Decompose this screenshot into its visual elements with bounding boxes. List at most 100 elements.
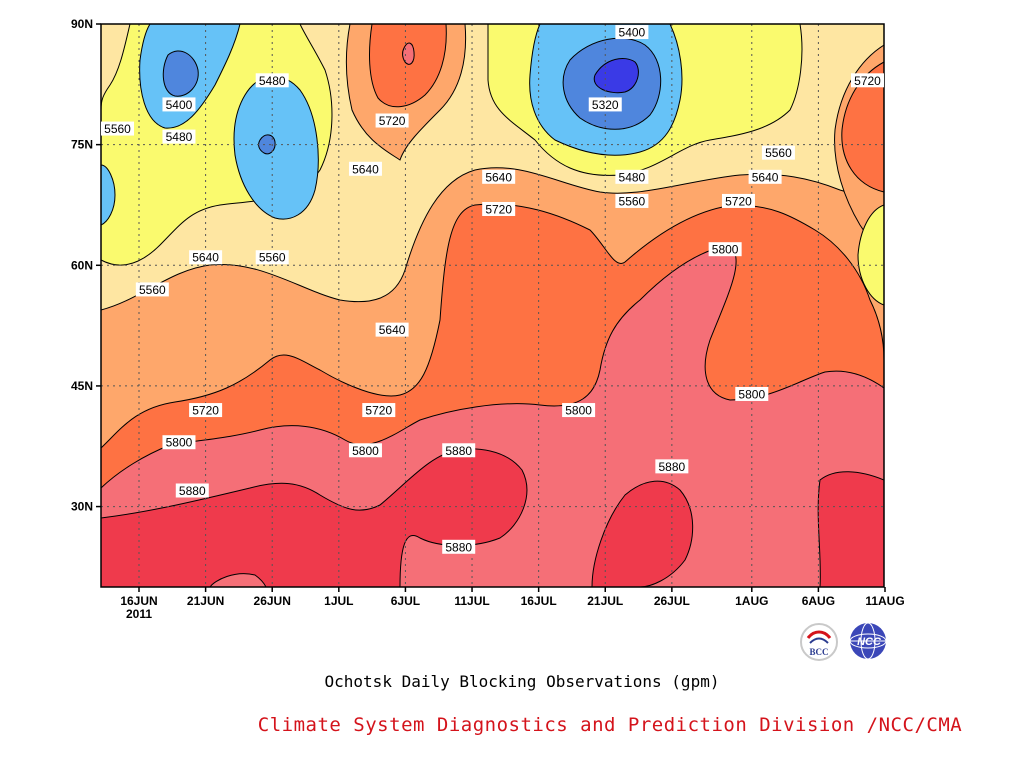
chart-title: Ochotsk Daily Blocking Observations (gpm…: [324, 672, 720, 691]
x-tick-label: 21JUL: [587, 594, 623, 608]
contour-label-text: 5640: [352, 162, 379, 176]
contour-label-bg: [189, 250, 223, 265]
contour-label-text: 5560: [619, 194, 646, 208]
x-tick-label: 6JUL: [391, 594, 420, 608]
contour-label-text: 5880: [445, 444, 472, 458]
contour-label-bg: [442, 443, 476, 458]
contour-label-text: 5560: [139, 283, 166, 297]
contour-fill: [101, 24, 884, 587]
logos: BCC NCC: [798, 622, 898, 668]
contour-label-text: 5880: [659, 460, 686, 474]
contour-label-bg: [721, 193, 755, 208]
contour-label-bg: [588, 97, 622, 112]
contour-label: 5400: [162, 97, 196, 112]
contour-label-bg: [482, 169, 516, 184]
contour-label: 5720: [851, 73, 884, 88]
contour-label: 5720: [482, 201, 516, 216]
contour-label: 5480: [255, 73, 289, 88]
contour-label-text: 5800: [166, 436, 193, 450]
x-tick-label: 26JUL: [654, 594, 690, 608]
contour-label-bg: [375, 113, 409, 128]
band-above-5880-c: [817, 471, 884, 587]
plot-frame: [100, 23, 885, 588]
contour-label-bg: [482, 201, 516, 216]
contour-label-bg: [735, 386, 769, 401]
contour-label-text: 5720: [192, 404, 219, 418]
contour-label: 5560: [135, 282, 169, 297]
contour-label: 5720: [189, 403, 223, 418]
contour-label: 5800: [562, 403, 596, 418]
contour-label-text: 5480: [259, 74, 286, 88]
x-tick-label: 26JUN: [254, 594, 291, 608]
contour-label-bg: [562, 403, 596, 418]
contour-label-bg: [348, 443, 382, 458]
x-tick-label: 1JUL: [324, 594, 353, 608]
contour-label-bg: [175, 483, 209, 498]
contour-label: 5640: [375, 322, 409, 337]
x-tick-label: 1AUG: [735, 594, 768, 608]
contour-label-bg: [189, 403, 223, 418]
contour-label-text: 5640: [192, 251, 219, 265]
chart-credit: Climate System Diagnostics and Predictio…: [257, 714, 963, 736]
svg-text:BCC: BCC: [809, 647, 828, 657]
contour-label-text: 5640: [379, 323, 406, 337]
contour-label-text: 5720: [379, 114, 406, 128]
x-tick-label: 16JUN: [120, 594, 157, 608]
contour-label-bg: [708, 242, 742, 257]
band-5320-5400-a: [162, 50, 199, 97]
y-tick-label: 30N: [71, 500, 93, 514]
contour-label: 5880: [655, 459, 689, 474]
contour-label-bg: [761, 145, 795, 160]
contour-label: 5320: [588, 97, 622, 112]
bcc-logo-icon: BCC: [800, 623, 838, 661]
ncc-logo-icon: NCC: [849, 622, 887, 660]
contour-label: 5480: [615, 169, 649, 184]
band-5400-5480-c: [101, 164, 116, 226]
contour-label-bg: [362, 403, 396, 418]
contour-label-bg: [348, 161, 382, 176]
contour-label: 5800: [162, 435, 196, 450]
x-tick-label: 11JUL: [454, 594, 489, 608]
contour-label-text: 5320: [592, 98, 619, 112]
contour-label: 5880: [175, 483, 209, 498]
y-tick-label: 45N: [71, 379, 93, 393]
band-5400-5480-b: [233, 75, 319, 220]
contour-label-text: 5800: [738, 387, 765, 401]
contour-label-bg: [615, 25, 649, 40]
contour-label: 5640: [348, 161, 382, 176]
contour-label: 5720: [362, 403, 396, 418]
band-5480-5560-east: [857, 204, 884, 306]
contour-label-bg: [748, 169, 782, 184]
x-tick-label: 11AUG: [865, 594, 904, 608]
contour-label-text: 5400: [619, 26, 646, 40]
contour-labels: 5400 5720 5480 5400 5320 5720 5560 5480 5560 5640…: [101, 25, 884, 554]
contour-label-bg: [162, 435, 196, 450]
contour-label-text: 5480: [166, 130, 193, 144]
contour-label-bg: [162, 97, 196, 112]
contour-label: 5400: [615, 25, 649, 40]
contour-label-text: 5480: [619, 170, 646, 184]
contour-label-bg: [135, 282, 169, 297]
y-axis: 90N 75N 60N 45N 30N: [71, 17, 101, 514]
contour-label-text: 5560: [765, 146, 792, 160]
contour-label-text: 5800: [352, 444, 379, 458]
y-tick-label: 75N: [71, 138, 93, 152]
contour-label-text: 5800: [565, 404, 592, 418]
contour-label: 5800: [735, 386, 769, 401]
x-tick-label: 6AUG: [802, 594, 835, 608]
contour-label-text: 5720: [725, 194, 752, 208]
contour-label-bg: [375, 322, 409, 337]
contour-label: 5560: [761, 145, 795, 160]
contour-label-text: 5560: [259, 251, 286, 265]
contour-label: 5640: [189, 250, 223, 265]
contour-label-bg: [442, 539, 476, 554]
contour-label: 5640: [482, 169, 516, 184]
contour-label-bg: [615, 169, 649, 184]
contour-label: 5880: [442, 443, 476, 458]
contour-label-text: 5560: [104, 122, 131, 136]
x-year-label: 2011: [126, 607, 152, 621]
contour-label-text: 5880: [445, 540, 472, 554]
contour-label-bg: [851, 73, 884, 88]
contour-label-text: 5720: [854, 74, 881, 88]
